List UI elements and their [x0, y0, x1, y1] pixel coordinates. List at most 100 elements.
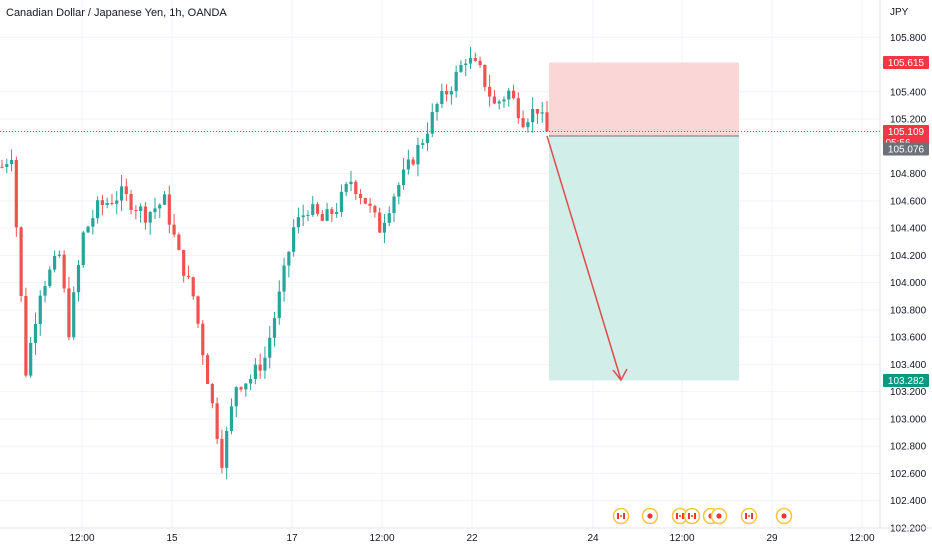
- candle-body: [282, 265, 286, 292]
- ca-flag-right: [751, 513, 753, 519]
- candle-body: [167, 194, 171, 225]
- stop-price-label-bg: [883, 374, 929, 388]
- candle-body: [158, 204, 162, 209]
- candle-body: [473, 58, 477, 61]
- candle-body: [62, 254, 66, 289]
- candle-body: [38, 295, 42, 325]
- candle-body: [349, 181, 353, 185]
- y-tick-label: 104.800: [890, 169, 927, 180]
- candle-body: [234, 387, 238, 407]
- candle-body: [229, 406, 234, 431]
- candle-body: [392, 196, 396, 214]
- y-tick-label: 103.200: [890, 387, 927, 398]
- candle-body: [440, 91, 444, 105]
- candle-body: [315, 204, 320, 214]
- candle-body: [210, 383, 214, 404]
- y-tick-label: 102.600: [890, 469, 927, 480]
- candle-body: [311, 204, 315, 215]
- x-tick-label: 29: [766, 533, 778, 544]
- candle-body: [134, 209, 138, 211]
- candle-body: [387, 213, 391, 223]
- ca-flag-right: [694, 513, 696, 519]
- y-tick-label: 104.200: [890, 251, 927, 262]
- candle-body: [110, 203, 114, 205]
- candle-body: [545, 112, 549, 132]
- candle-body: [339, 191, 344, 213]
- jp-flag-sun: [716, 513, 722, 519]
- ca-flag-left: [688, 513, 690, 519]
- candle-body: [43, 286, 47, 296]
- jp-flag-sun: [647, 513, 653, 519]
- arrow-shaft: [546, 135, 622, 381]
- candle-body: [507, 90, 511, 100]
- candle-body: [14, 160, 18, 228]
- candle-body: [33, 324, 38, 343]
- y-tick-label: 105.200: [890, 115, 927, 126]
- candle-body: [497, 101, 501, 104]
- candle-body: [449, 91, 453, 95]
- candle-body: [225, 430, 229, 468]
- candle-body: [411, 159, 415, 165]
- candle-body: [244, 383, 248, 390]
- candle-body: [296, 217, 301, 228]
- current-price-label: 105.109: [888, 127, 925, 138]
- candle-body: [72, 292, 76, 338]
- candle-body: [320, 213, 324, 221]
- candle-body: [129, 194, 133, 210]
- candle-body: [239, 387, 243, 390]
- candle-body: [358, 193, 363, 199]
- candle-body: [24, 295, 28, 376]
- take-profit-zone: [549, 135, 739, 381]
- ca-flag-right: [623, 513, 625, 519]
- y-tick-label: 105.800: [890, 33, 927, 44]
- candle-body: [177, 234, 181, 250]
- candle-body: [464, 63, 468, 65]
- candle-body: [416, 144, 420, 165]
- x-tick-label: 12:00: [849, 533, 874, 544]
- candle-body: [115, 200, 119, 204]
- candle-body: [330, 209, 334, 215]
- ca-flag-leaf: [679, 515, 681, 517]
- candle-body: [354, 181, 358, 194]
- y-tick-label: 102.800: [890, 442, 927, 453]
- candle-body: [406, 159, 410, 170]
- candle-body: [421, 143, 425, 145]
- y-tick-label: 103.600: [890, 333, 927, 344]
- candle-body: [526, 122, 530, 128]
- ca-flag-leaf: [620, 515, 622, 517]
- ca-flag-right: [682, 513, 684, 519]
- candle-body: [292, 227, 296, 252]
- target-price-label: 105.615: [888, 58, 925, 69]
- stop-loss-zone: [549, 62, 739, 136]
- candle-body: [0, 166, 4, 168]
- y-tick-label: 105.400: [890, 87, 927, 98]
- candle-body: [57, 254, 61, 256]
- candle-body: [430, 112, 434, 134]
- candle-body: [76, 265, 81, 293]
- candle-body: [378, 212, 382, 233]
- candle-body: [96, 200, 100, 219]
- candle-body: [272, 318, 277, 338]
- currency-label: JPY: [890, 7, 909, 18]
- y-tick-label: 102.200: [890, 524, 927, 535]
- candle-body: [5, 164, 9, 167]
- candle-body: [258, 364, 262, 371]
- y-tick-label: 103.400: [890, 360, 927, 371]
- candle-body: [382, 222, 387, 233]
- candle-body: [483, 64, 487, 87]
- entry-price-label-bg: [883, 142, 929, 156]
- candle-body: [521, 118, 525, 128]
- candle-body: [277, 291, 281, 319]
- candle-body: [143, 206, 148, 223]
- candle-body: [162, 194, 167, 205]
- x-tick-label: 12:00: [69, 533, 94, 544]
- candle-body: [306, 214, 310, 216]
- candle-body: [100, 200, 104, 206]
- candle-body: [445, 91, 449, 95]
- candle-body: [301, 215, 305, 218]
- candle-body: [325, 209, 329, 221]
- candle-body: [186, 275, 191, 278]
- candle-body: [516, 98, 520, 119]
